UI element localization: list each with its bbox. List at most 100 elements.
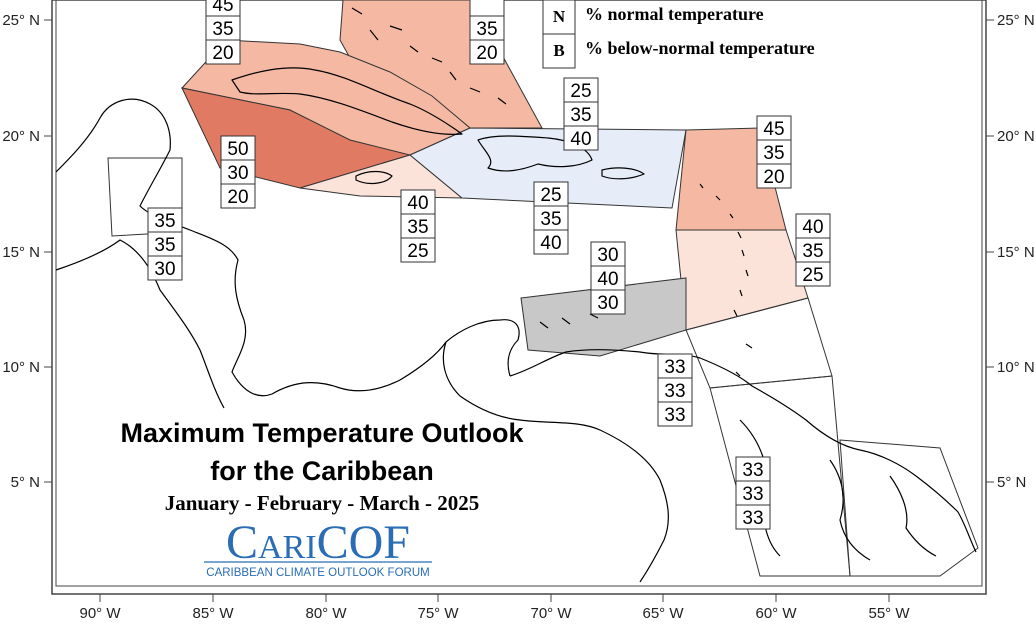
prob-stack-abc-islands: 30 40 30	[590, 241, 626, 315]
prob-value: 40	[540, 233, 561, 254]
x-tick-label: 80° W	[305, 605, 347, 622]
prob-value: 35	[476, 19, 497, 40]
prob-box	[469, 15, 505, 41]
map-title: Maximum Temperature Outlook for the Cari…	[120, 418, 524, 515]
prob-value: 33	[664, 381, 685, 402]
prob-value: 40	[802, 217, 823, 238]
bahamas-islands	[351, 7, 507, 105]
prob-box	[220, 135, 256, 161]
prob-box	[469, 0, 505, 17]
central-america-coast	[55, 98, 520, 397]
title-line-2: for the Caribbean	[210, 456, 434, 486]
prob-stack-bahamas-west: 45 35 20	[205, 0, 241, 65]
legend-key-n: N	[553, 7, 566, 26]
x-tick-label: 60° W	[755, 605, 797, 622]
prob-value: 35	[154, 211, 175, 232]
prob-value: 33	[742, 484, 763, 505]
prob-stack-guianas: 33 33 33	[735, 456, 771, 530]
x-tick-label: 90° W	[79, 605, 121, 622]
logo-subtitle: CARIBBEAN CLIMATE OUTLOOK FORUM	[206, 567, 429, 579]
prob-box	[147, 231, 183, 257]
prob-value: 33	[664, 357, 685, 378]
prob-box	[563, 125, 599, 151]
jamaica-outline	[355, 170, 393, 185]
y-tick-label: 20° N	[997, 128, 1035, 145]
prob-value: 30	[154, 259, 175, 280]
legend-key-box	[542, 33, 576, 69]
prob-value: 30	[597, 293, 618, 314]
south-america-coast	[509, 349, 977, 553]
prob-value: 40	[597, 269, 618, 290]
prob-stack-windward-islands: 40 35 25	[795, 213, 831, 287]
prob-box	[400, 213, 436, 239]
prob-box	[756, 139, 792, 165]
outlook-zones	[107, 0, 979, 577]
y-tick-label: 25° N	[2, 12, 40, 29]
prob-box	[590, 241, 626, 267]
cuba-outline	[231, 67, 463, 135]
prob-value: 33	[664, 405, 685, 426]
legend-key-b: B	[553, 41, 564, 60]
prob-box	[590, 289, 626, 315]
prob-box	[795, 261, 831, 287]
caricof-logo: CARICOF CARIBBEAN CLIMATE OUTLOOK FORUM	[204, 516, 432, 579]
prob-box	[795, 213, 831, 239]
y-tick-label: 5° N	[997, 474, 1026, 491]
prob-value: 35	[802, 241, 823, 262]
legend: N % normal temperature B % below-normal …	[542, 0, 815, 69]
map-frame	[51, 0, 987, 595]
prob-stack-jamaica: 40 35 25	[400, 189, 436, 263]
prob-value: 35	[540, 209, 561, 230]
prob-stack-leeward-islands: 45 35 20	[756, 115, 792, 189]
zone-suriname-guianas	[839, 439, 979, 577]
prob-value: 35	[212, 19, 233, 40]
prob-box	[756, 115, 792, 141]
prob-box	[756, 163, 792, 189]
prob-value: 20	[476, 43, 497, 64]
french-guiana-interior	[889, 475, 937, 557]
zone-abc-islands	[520, 277, 687, 357]
prob-stack-trinidad-tobago: 33 33 33	[657, 353, 693, 427]
x-tick-label: 75° W	[417, 605, 459, 622]
prob-stack-cuba-jamaica-west: 50 30 20	[220, 135, 256, 209]
y-tick-label: 15° N	[997, 244, 1035, 261]
prob-box	[205, 15, 241, 41]
map-inner-frame	[55, 0, 983, 587]
title-line-1: Maximum Temperature Outlook	[120, 418, 524, 448]
prob-value: 30	[227, 163, 248, 184]
prob-value: 45	[212, 0, 233, 16]
hispaniola-outline	[477, 135, 593, 172]
y-tick-label: 25° N	[997, 12, 1035, 29]
prob-value: 30	[597, 245, 618, 266]
prob-value: 25	[570, 81, 591, 102]
prob-value: 40	[407, 193, 428, 214]
legend-key-box	[542, 0, 576, 35]
prob-value: 35	[154, 235, 175, 256]
prob-value: 45	[763, 119, 784, 140]
y-tick-label: 10° N	[997, 359, 1035, 376]
prob-value: 25	[407, 241, 428, 262]
probability-labels: 4535203520503020353530403525253540253540…	[147, 0, 831, 530]
y-axis-right: 25° N 20° N 15° N 10° N 5° N	[986, 12, 1035, 491]
prob-value: 50	[227, 139, 248, 160]
mexico-west-coast	[55, 239, 225, 409]
x-tick-label: 55° W	[868, 605, 910, 622]
y-tick-label: 20° N	[2, 128, 40, 145]
prob-value: 35	[763, 143, 784, 164]
prob-box	[563, 77, 599, 103]
prob-stack-hispaniola-south: 25 35 40	[533, 181, 569, 255]
prob-box	[657, 377, 693, 403]
prob-box	[533, 205, 569, 231]
prob-value: 40	[570, 129, 591, 150]
prob-value: 20	[763, 167, 784, 188]
y-tick-label: 5° N	[11, 474, 40, 491]
prob-value: 20	[212, 43, 233, 64]
prob-stack-hispaniola-puerto-rico: 25 35 40	[563, 77, 599, 151]
prob-box	[657, 401, 693, 427]
legend-text-below: % below-normal temperature	[585, 38, 815, 58]
lesser-antilles	[699, 183, 753, 377]
x-axis: 90° W 85° W 80° W 75° W 70° W 65° W 60° …	[79, 594, 910, 622]
abc-islands	[539, 313, 599, 329]
